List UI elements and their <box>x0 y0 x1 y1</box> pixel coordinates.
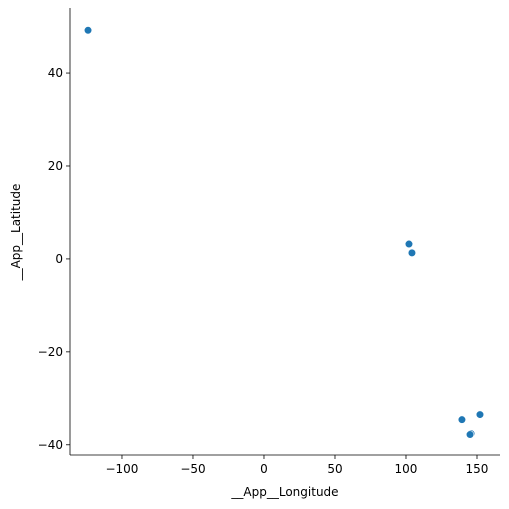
point <box>457 415 467 424</box>
point <box>465 430 475 439</box>
point <box>404 239 414 249</box>
point <box>83 26 93 35</box>
point <box>407 248 417 257</box>
x-tick-label: 0 <box>260 462 268 476</box>
x-tick-label: −50 <box>180 462 205 476</box>
x-axis-label: __App__Longitude <box>230 485 338 499</box>
point <box>475 410 485 419</box>
x-tick-label: −100 <box>105 462 138 476</box>
y-tick-label: −40 <box>38 438 63 452</box>
y-axis-label: __App__Latitude <box>9 184 23 282</box>
x-tick-label: 50 <box>327 462 342 476</box>
y-tick-label: −20 <box>38 345 63 359</box>
y-tick-label: 20 <box>48 159 63 173</box>
x-tick-label: 100 <box>395 462 418 476</box>
y-tick-label: 0 <box>55 252 63 266</box>
x-tick-label: 150 <box>466 462 489 476</box>
y-tick-label: 40 <box>48 66 63 80</box>
